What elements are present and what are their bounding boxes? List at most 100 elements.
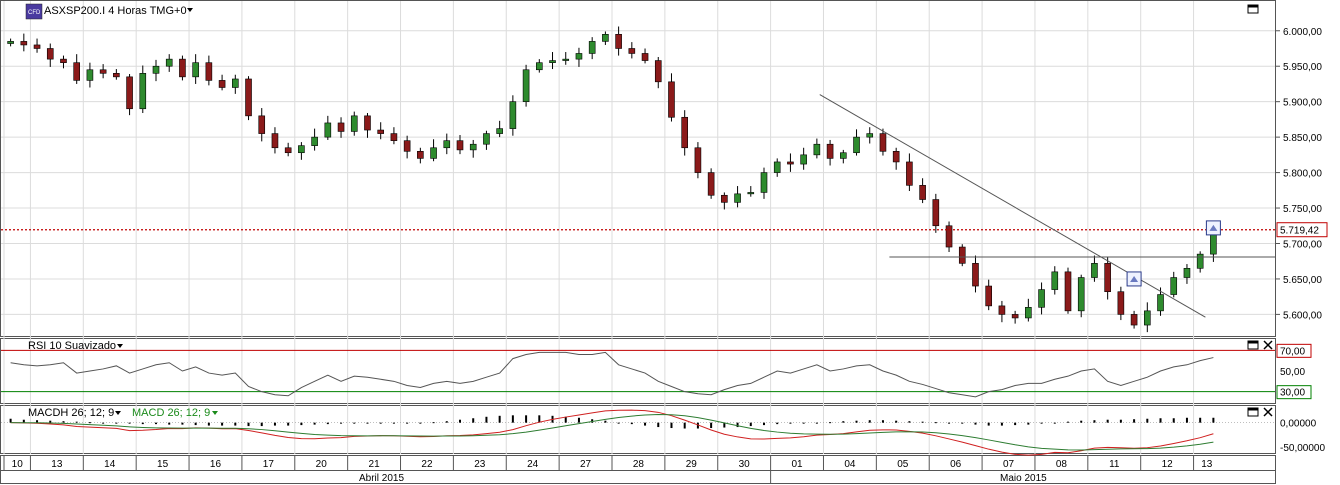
candle-bear: [403, 140, 411, 152]
current-price-tag: [1276, 222, 1328, 238]
symbol-label[interactable]: ASXSP200.I 4 Horas TMG+0: [44, 5, 187, 17]
macd-hist-bar: [868, 420, 871, 423]
price-tick-label: 5.600,00: [1283, 310, 1322, 321]
day-label: 07: [1003, 459, 1015, 470]
day-label: 30: [739, 459, 751, 470]
price-tick-label: 6.000,00: [1283, 27, 1322, 38]
alert-arrow-icon: [1130, 275, 1139, 282]
candle-bull: [588, 41, 596, 54]
macd-hist-bar: [1119, 419, 1122, 423]
day-label: 04: [844, 459, 856, 470]
macdh-dropdown-icon[interactable]: [115, 411, 121, 415]
candle-bull: [139, 73, 147, 110]
day-label: 27: [580, 459, 592, 470]
rsi-dropdown-icon[interactable]: [117, 344, 123, 348]
macd-hist-bar: [564, 416, 567, 423]
macd-hist-bar: [392, 422, 395, 424]
day-label: 29: [686, 459, 698, 470]
macd-hist-bar: [155, 422, 157, 425]
rsi-indicator: [1, 349, 1275, 398]
candle-bull: [311, 136, 318, 146]
macd-hist-bar: [1093, 420, 1096, 423]
candle-bull: [298, 145, 305, 154]
candle-bear: [377, 129, 384, 134]
macd-hist-bar: [432, 422, 435, 424]
macd-hist-bar: [9, 418, 12, 423]
macd-hist-bar: [472, 418, 475, 423]
macd-title[interactable]: MACD 26; 12; 9: [132, 407, 210, 419]
macd-hist-bar: [445, 421, 448, 423]
candle-bull: [602, 34, 609, 42]
candle-bear: [1011, 314, 1019, 319]
macd-hist-bar: [260, 422, 263, 427]
macd-hist-bar: [313, 422, 316, 425]
macd-hist-bar: [300, 422, 303, 426]
candle-bear: [46, 48, 54, 60]
day-label: 13: [51, 459, 63, 470]
candle-bull: [496, 128, 503, 134]
candle-bull: [536, 62, 543, 71]
candle-bull: [562, 58, 570, 61]
macdh-title[interactable]: MACDH 26; 12; 9: [28, 407, 114, 419]
day-label: 22: [421, 459, 433, 470]
macd-hist-bar: [1014, 422, 1017, 426]
macd-maximize-icon[interactable]: [1247, 407, 1259, 417]
candle-bear: [641, 53, 649, 61]
candle-bear: [179, 58, 186, 78]
macd-hist-bar: [273, 422, 276, 426]
candle-bear: [271, 133, 279, 149]
macd-close-icon[interactable]: [1263, 407, 1273, 417]
candle-bear: [681, 116, 688, 149]
macd-hist-bar: [815, 422, 818, 424]
candle-bull: [443, 140, 451, 149]
macd-hist-bar: [934, 422, 937, 424]
macd-hist-bar: [22, 419, 25, 423]
candle-bear: [906, 161, 913, 186]
candle-bull: [1157, 294, 1164, 312]
rsi-close-icon[interactable]: [1263, 340, 1273, 350]
candle-bull: [350, 115, 358, 132]
macd-hist-bar: [881, 420, 884, 423]
day-label: 17: [263, 459, 275, 470]
candle-bear: [258, 115, 266, 134]
candle-bull: [7, 41, 14, 44]
alert-arrow-icon: [1209, 224, 1218, 231]
macd-hist-bar: [459, 419, 461, 423]
candle-bear: [364, 115, 371, 131]
candle-bear: [20, 41, 28, 46]
symbol-dropdown-icon[interactable]: [187, 8, 193, 12]
time-axis-panel: [0, 455, 1276, 484]
candle-bear: [932, 199, 940, 227]
rsi-maximize-icon[interactable]: [1247, 340, 1259, 350]
candle-bear: [1117, 291, 1125, 315]
candle-bull: [853, 136, 860, 154]
rsi-30-tag: [1276, 385, 1312, 400]
candle-bear: [707, 172, 715, 196]
macd-hist-bar: [36, 420, 39, 423]
macd-hist-bar: [102, 422, 105, 424]
price-tick-label: 5.850,00: [1283, 133, 1322, 144]
macd-hist-bar: [1053, 422, 1056, 424]
macd-hist-bar: [538, 415, 541, 423]
rsi-title[interactable]: RSI 10 Suavizado: [28, 340, 116, 352]
macd-dropdown-icon[interactable]: [212, 411, 218, 415]
price-maximize-icon[interactable]: [1247, 4, 1259, 14]
day-label: 12: [1162, 459, 1174, 470]
macd-hist-bar: [895, 420, 898, 423]
macd-hist-bar: [749, 422, 752, 427]
candle-bull: [232, 78, 239, 88]
macd-hist-bar: [1159, 418, 1162, 423]
macd-hist-bar: [75, 421, 78, 423]
candle-bull: [86, 69, 94, 81]
macd-hist-bar: [1080, 420, 1083, 423]
candle-bear: [958, 246, 966, 264]
candle-bear: [985, 285, 992, 307]
macd-hist-bar: [406, 422, 409, 424]
macd-tick-0: 0,00000: [1280, 419, 1317, 430]
day-label: 10: [12, 459, 24, 470]
macd-hist-bar: [511, 415, 514, 423]
macd-hist-bar: [630, 422, 633, 425]
candle-bull: [1196, 253, 1204, 269]
candle-bull: [522, 69, 530, 102]
macd-hist-bar: [696, 422, 699, 429]
